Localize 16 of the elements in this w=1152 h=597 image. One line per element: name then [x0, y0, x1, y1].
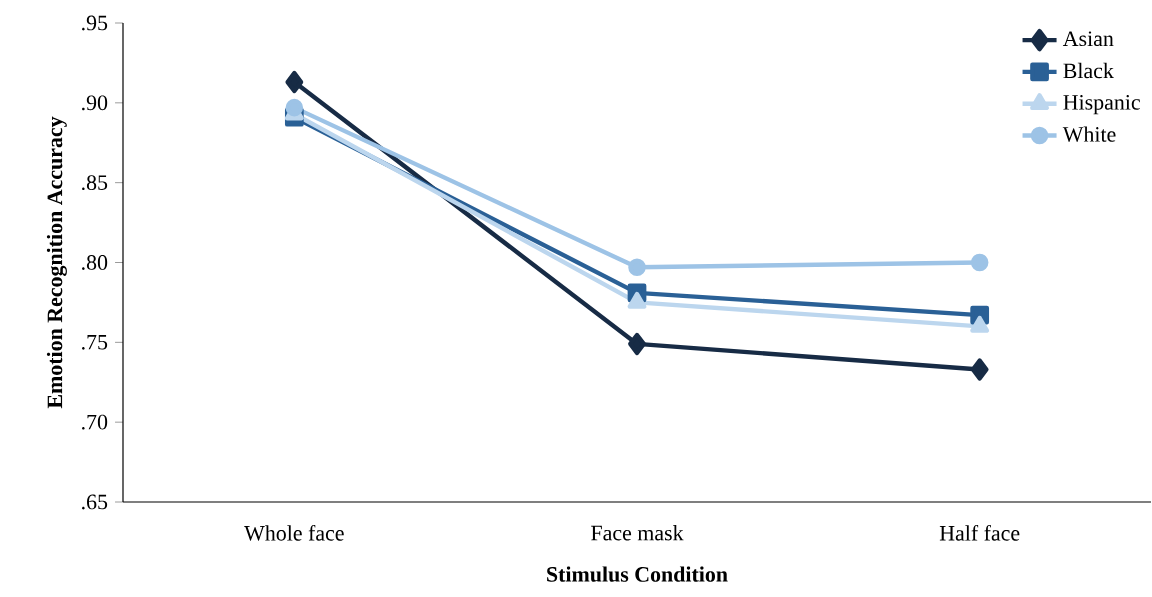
y-tick-label: .95: [82, 15, 108, 31]
x-tick-label: Face mask: [591, 525, 684, 541]
legend-label: White: [1062, 126, 1116, 142]
y-tick-label: .75: [82, 335, 108, 350]
y-tick-label: .85: [82, 175, 108, 191]
y-tick-label: .65: [82, 494, 108, 510]
legend-label: Black: [1063, 62, 1114, 79]
y-tick-label: .90: [82, 95, 108, 111]
y-tick-label: .70: [82, 414, 108, 430]
y-tick-label: .80: [82, 255, 108, 270]
x-tick-label: Half face: [939, 524, 1020, 541]
x-tick-label: Whole face: [244, 524, 344, 541]
legend-label: Asian: [1062, 31, 1114, 47]
y-axis-title: Emotion Recognition Accuracy: [46, 116, 67, 409]
x-axis-title: Stimulus Condition: [547, 566, 728, 582]
legend-label: Hispanic: [1063, 94, 1140, 115]
